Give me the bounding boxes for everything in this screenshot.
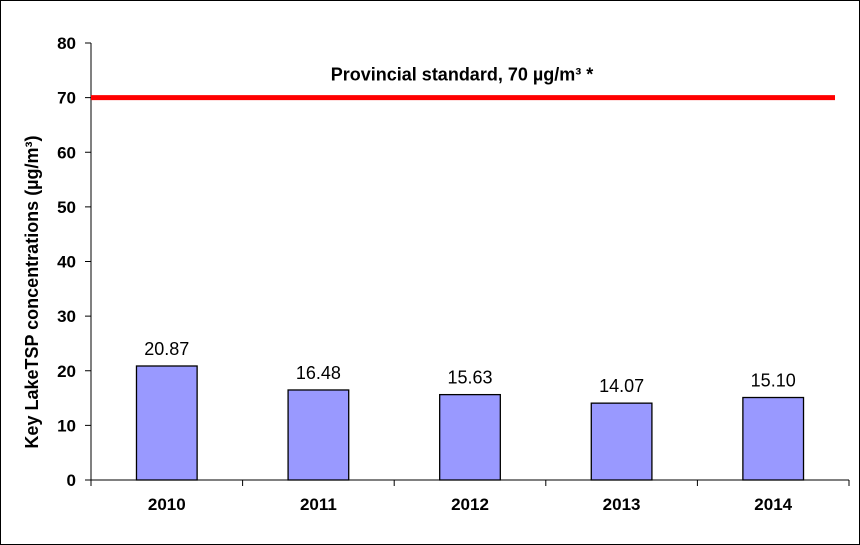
x-category-label-2014: 2014 [754, 495, 792, 514]
data-label-2011: 16.48 [296, 363, 341, 383]
bar-2010 [135, 365, 198, 481]
y-tick-label: 30 [57, 307, 76, 326]
y-tick-label: 80 [57, 34, 76, 53]
x-category-label-2010: 2010 [148, 495, 186, 514]
y-tick-label: 50 [57, 198, 76, 217]
y-axis-title: Key LakeTSP concentrations (µg/m³) [22, 135, 42, 448]
data-label-2013: 14.07 [599, 376, 644, 396]
data-label-2012: 15.63 [447, 368, 492, 388]
y-tick-label: 60 [57, 143, 76, 162]
y-tick-label: 20 [57, 362, 76, 381]
x-category-label-2013: 2013 [603, 495, 641, 514]
y-tick-label: 40 [57, 253, 76, 272]
y-tick-label: 0 [67, 471, 76, 490]
bar-2012 [439, 393, 501, 481]
y-tick-label: 70 [57, 89, 76, 108]
bar-2013 [590, 402, 653, 481]
provincial-standard-label: Provincial standard, 70 µg/m³ * [331, 65, 593, 85]
y-tick-label: 10 [57, 416, 76, 435]
x-category-label-2011: 2011 [300, 495, 337, 514]
data-label-2014: 15.10 [751, 371, 796, 391]
bar-2014 [742, 396, 805, 481]
data-label-2010: 20.87 [144, 339, 189, 359]
bar-2011 [287, 389, 350, 481]
x-category-label-2012: 2012 [451, 495, 489, 514]
